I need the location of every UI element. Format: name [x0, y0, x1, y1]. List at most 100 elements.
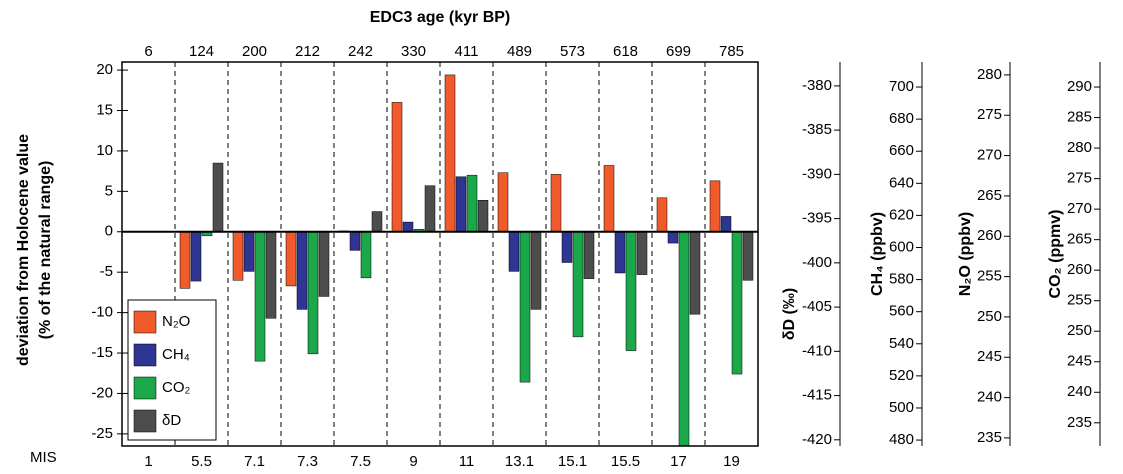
x-tick-label: 15.1	[558, 453, 587, 470]
right-axis-tick-label: -380	[802, 77, 832, 94]
right-axis-tick-label: -385	[802, 121, 832, 138]
bar	[678, 231, 690, 447]
bar	[371, 211, 383, 233]
y-tick-label: 0	[105, 223, 113, 240]
bar	[254, 231, 266, 362]
x-tick-label: 9	[409, 453, 417, 470]
legend-swatch	[133, 409, 157, 433]
legend-swatch	[133, 343, 157, 367]
x-axis-label: MIS	[30, 449, 57, 466]
right-axis-label: CO₂ (ppmv)	[1047, 210, 1064, 299]
top-tick-label: 6	[144, 43, 152, 60]
top-tick-label: 411	[455, 43, 479, 60]
bar	[391, 102, 403, 233]
right-axis-tick-label: 260	[1067, 261, 1092, 278]
bar	[179, 231, 191, 289]
right-axis-tick-label: 245	[1067, 353, 1092, 370]
right-axis-tick-label: 235	[977, 429, 1002, 446]
top-tick-label: 242	[348, 43, 373, 60]
bar	[497, 172, 509, 233]
legend-swatch	[133, 376, 157, 400]
right-axis-tick-label: -405	[802, 298, 832, 315]
right-axis-tick-label: -395	[802, 210, 832, 227]
bar	[656, 197, 668, 233]
right-axis-tick-label: 285	[1067, 109, 1092, 126]
top-tick-label: 573	[560, 43, 585, 60]
right-axis-tick-label: 275	[1067, 170, 1092, 187]
top-tick-label: 212	[295, 43, 320, 60]
x-tick-label: 15.5	[611, 453, 640, 470]
top-tick-label: 699	[666, 43, 691, 60]
x-tick-label: 13.1	[505, 453, 534, 470]
bar	[455, 176, 467, 233]
legend-label: CO₂	[162, 379, 191, 396]
bar	[444, 74, 456, 233]
y-axis-label-line: (% of the natural range)	[37, 161, 54, 340]
y-tick-label: -20	[91, 384, 113, 401]
x-tick-label: 7.3	[297, 453, 318, 470]
x-tick-label: 17	[670, 453, 687, 470]
y-tick-label: 15	[96, 101, 113, 118]
right-axis-tick-label: 260	[977, 227, 1002, 244]
y-axis-label-line: deviation from Holocene value	[15, 134, 32, 366]
right-axis-tick-label: 250	[1067, 322, 1092, 339]
bar	[232, 231, 244, 281]
right-axis-tick-label: 270	[1067, 200, 1092, 217]
bar	[349, 231, 361, 251]
y-tick-label: -25	[91, 425, 113, 442]
right-axis-tick-label: 275	[977, 106, 1002, 123]
right-axis-tick-label: 280	[977, 66, 1002, 83]
bar	[583, 231, 595, 279]
top-tick-label: 330	[401, 43, 426, 60]
right-axis-tick-label: 235	[1067, 414, 1092, 431]
bar	[285, 231, 297, 287]
bar	[519, 231, 531, 383]
right-axis-tick-label: 620	[889, 206, 914, 223]
plot-frame	[121, 61, 759, 447]
y-tick-label: -10	[91, 304, 113, 321]
right-axis-label: N₂O (ppbv)	[957, 212, 974, 296]
right-axis-tick-label: -400	[802, 254, 832, 271]
x-tick-label: 19	[723, 453, 740, 470]
right-axis-label: δD (‰)	[781, 288, 798, 340]
y-tick-label: -15	[91, 344, 113, 361]
x-tick-label: 7.5	[350, 453, 371, 470]
right-axis-tick-label: 560	[889, 303, 914, 320]
top-tick-label: 200	[242, 43, 267, 60]
x-tick-label: 1	[144, 453, 152, 470]
right-axis-tick-label: 640	[889, 174, 914, 191]
bar	[731, 231, 743, 375]
right-axis-tick-label: 660	[889, 142, 914, 159]
bar	[424, 185, 436, 233]
x-tick-label: 5.5	[191, 453, 212, 470]
bar	[625, 231, 637, 351]
right-axis-tick-label: 255	[977, 268, 1002, 285]
bar	[307, 231, 319, 355]
right-axis-tick-label: -390	[802, 165, 832, 182]
bar	[190, 231, 202, 282]
x-tick-label: 11	[459, 453, 475, 470]
legend-label: N₂O	[162, 313, 190, 330]
right-axis-tick-label: 600	[889, 238, 914, 255]
bar	[212, 162, 224, 233]
bar	[550, 174, 562, 233]
bar	[265, 231, 277, 319]
legend-label: δD	[162, 412, 181, 429]
bar	[477, 199, 489, 233]
right-axis-tick-label: 240	[977, 389, 1002, 406]
bar	[318, 231, 330, 297]
right-axis-tick-label: -415	[802, 387, 832, 404]
right-axis-tick-label: -410	[802, 342, 832, 359]
right-axis-tick-label: 265	[1067, 231, 1092, 248]
bar	[614, 231, 626, 274]
bar	[709, 180, 721, 233]
right-axis-tick-label: 245	[977, 348, 1002, 365]
y-tick-label: 20	[96, 61, 113, 78]
right-axis-tick-label: 520	[889, 367, 914, 384]
bar	[572, 231, 584, 338]
chart-title: EDC3 age (kyr BP)	[370, 9, 511, 26]
right-axis-tick-label: 240	[1067, 383, 1092, 400]
bar	[402, 221, 414, 233]
right-axis-tick-label: 265	[977, 187, 1002, 204]
